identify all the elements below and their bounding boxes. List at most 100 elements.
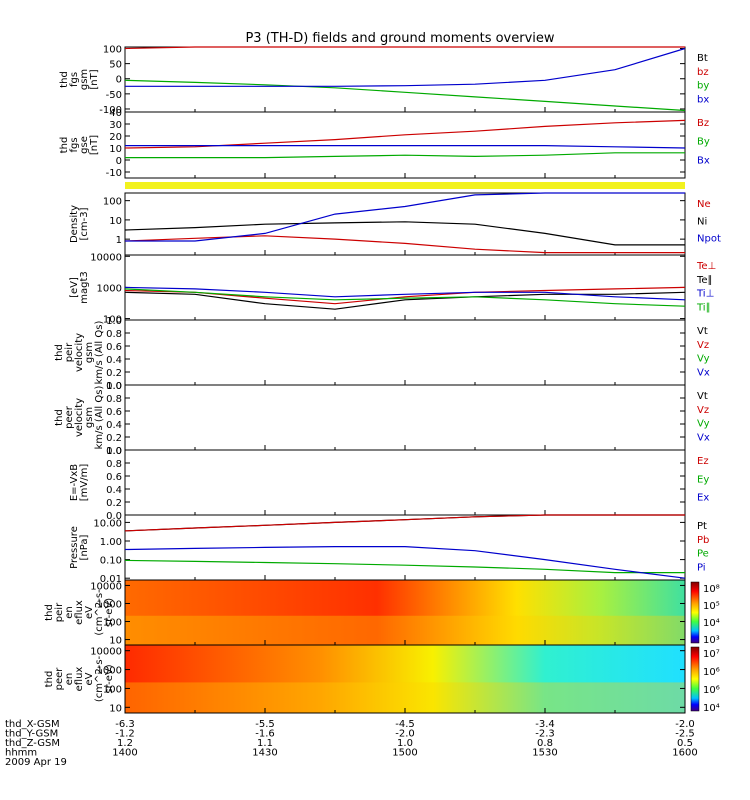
y-axis-label: E=-VxB [69, 464, 80, 501]
series-line-pressure-16 [124, 545, 686, 579]
legend-entry: bz [697, 67, 709, 78]
y-tick-label: 10.00 [93, 518, 122, 529]
x-axis-annotations: thd_X-GSM -6.3 -5.5 -4.5 -3.4 -2.0 thd_Y-GSM -1… [5, 719, 698, 768]
y-axis-label: magt3 [79, 271, 90, 304]
legend-entry: Pe [697, 549, 709, 560]
y-axis-label: Pressure [69, 526, 80, 569]
y-tick-label: 1.0 [106, 446, 122, 457]
panel-peir-velocity: 1.0 0.8 0.6 0.4 0.2 0.0 thd peir velocity gsm km/s… [54, 316, 710, 392]
y-tick-label: 0.8 [106, 459, 122, 470]
xaxis-value: 1530 [532, 748, 557, 759]
y-axis-label: [mV/m] [79, 464, 90, 502]
y-axis-label: [eV] [69, 277, 80, 298]
y-tick-label: 10000 [90, 581, 122, 592]
legend-entry: Bz [697, 118, 709, 129]
legend-entry: Vz [697, 340, 709, 351]
xaxis-value: 1.2 [117, 738, 133, 749]
legend-entry: Bt [697, 53, 708, 64]
y-axis-label: fgs [69, 137, 80, 152]
y-axis-label: sr-eV) [104, 664, 115, 693]
y-tick-label: 0.8 [106, 394, 122, 405]
xaxis-value: -2.5 [675, 729, 695, 740]
y-tick-label: 10 [109, 636, 122, 647]
y-tick-label: 50 [109, 60, 122, 71]
y-axis-label: (cm^2-s- [94, 589, 105, 636]
series-line-pressure-15 [124, 559, 685, 574]
spectrogram-lowenergy-band [125, 682, 685, 713]
legend-entry: Vx [697, 432, 710, 443]
xaxis-value: 1500 [392, 748, 417, 759]
y-axis-label: gsm [79, 69, 90, 90]
series-line-fgs-gsm-2 [125, 47, 686, 87]
series-line-pressure-13 [124, 514, 685, 532]
colorbar-tick-label: 10⁴ [703, 703, 720, 714]
series-line-fgs-gse-5 [125, 145, 686, 149]
chart-title: P3 (TH-D) fields and ground moments over… [245, 31, 554, 46]
colorbar-tick-label: 10⁶ [703, 685, 720, 696]
legend-entry: by [697, 81, 709, 92]
panel-frame [124, 319, 686, 386]
xaxis-value: 0.5 [677, 738, 693, 749]
xaxis-value: -2.3 [535, 729, 555, 740]
legend-entry: Pi [697, 562, 706, 573]
legend-entry: Ti⊥ [696, 289, 714, 300]
date-label: 2009 Apr 19 [5, 757, 67, 768]
y-axis-label: eflux [74, 667, 85, 692]
y-tick-label: 10000 [90, 647, 122, 658]
y-axis-label: km/s (All Qs) [94, 321, 105, 385]
y-tick-label: 1000 [97, 666, 122, 677]
panel-frame [124, 384, 686, 451]
y-axis-label: eV [84, 672, 95, 685]
xaxis-value: 1600 [672, 748, 697, 759]
legend-entry: Vx [697, 367, 710, 378]
y-tick-label: 0.2 [106, 368, 122, 379]
xaxis-row-label: thd_Z-GSM [5, 738, 60, 749]
xaxis-value: 1.1 [257, 738, 273, 749]
y-tick-label: 100 [103, 618, 122, 629]
y-tick-label: 0 [116, 156, 122, 167]
y-tick-label: 100 [103, 684, 122, 695]
panel-frame [124, 449, 686, 516]
y-axis-label: velocity [74, 333, 85, 372]
y-axis-label: [nT] [89, 69, 100, 89]
y-axis-label: thd [59, 71, 70, 88]
y-tick-label: 40 [109, 108, 122, 119]
y-tick-label: 0.4 [106, 355, 122, 366]
y-tick-label: 1 [116, 235, 122, 246]
spectrogram-raster [125, 645, 685, 713]
series-line-fgs-gsm-1 [124, 79, 686, 112]
xaxis-value: -4.5 [395, 719, 415, 730]
colorbar-tick-label: 10³ [703, 635, 720, 646]
y-tick-label: 100 [103, 315, 122, 326]
legend-entry: bx [697, 94, 709, 105]
y-tick-label: 0.4 [106, 485, 122, 496]
legend-entry: Ex [697, 493, 709, 504]
series-line-fgs-gse-3 [124, 119, 686, 149]
y-tick-label: 0.0 [106, 511, 122, 522]
y-axis-label: gsm [84, 342, 95, 363]
y-axis-label: en [64, 673, 75, 686]
xaxis-value: 1.0 [397, 738, 413, 749]
xaxis-row-label: thd_Y-GSM [5, 729, 58, 740]
series-line-fgs-gse-4 [125, 152, 685, 159]
y-tick-label: 10 [109, 216, 122, 227]
legend-entry: Vy [697, 354, 710, 365]
y-axis-label: [nT] [89, 135, 100, 155]
legend-entry: Vt [697, 391, 708, 402]
panel-frame [124, 254, 686, 321]
y-tick-label: 20 [109, 132, 122, 143]
legend-entry: Vz [697, 405, 709, 416]
xaxis-value: 1430 [252, 748, 277, 759]
panel-pressure: 10.00 1.00 0.10 0.01 Pressure [nPa] Pt Pb Pe Pi [69, 514, 709, 585]
panel-frame [124, 192, 686, 256]
y-tick-label: 10000 [90, 252, 122, 263]
xaxis-value: -1.2 [115, 729, 135, 740]
xaxis-row-label: thd_X-GSM [5, 719, 60, 730]
y-tick-label: -100 [99, 105, 122, 116]
mode-bar [125, 182, 685, 189]
panel-efield: 1.0 0.8 0.6 0.4 0.2 0.0 E=-VxB [mV/m] Ez Ey Ex [69, 446, 709, 522]
legend-entry: Ez [697, 456, 709, 467]
